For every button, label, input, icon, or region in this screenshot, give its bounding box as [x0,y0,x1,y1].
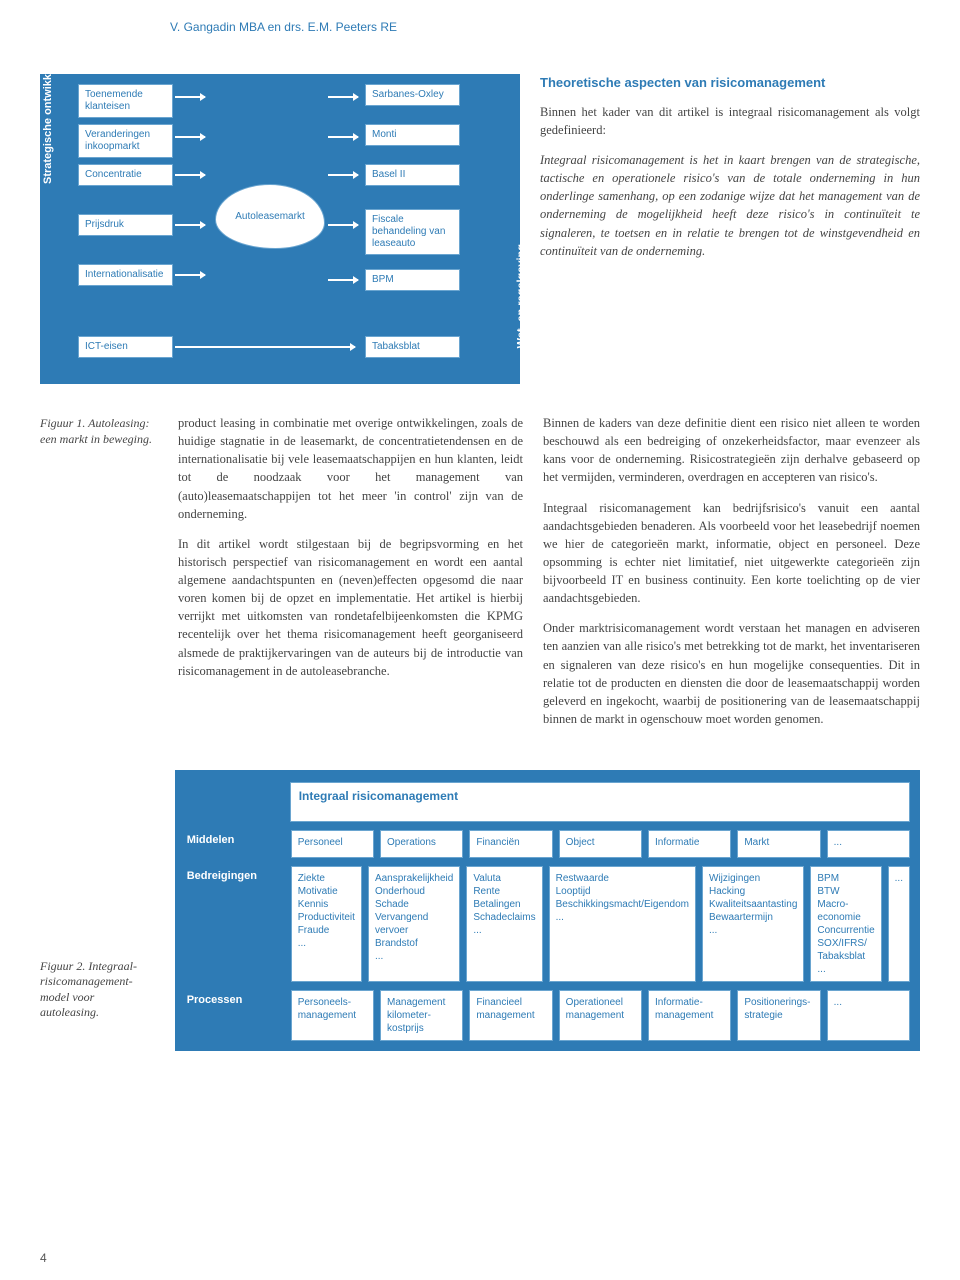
d2-cell: Valuta Rente Betalingen Schadeclaims ... [466,866,542,982]
d2-cell: ... [888,866,910,982]
arrow-icon [175,174,205,176]
d1-rightbox-3: Fiscale behandeling van leaseauto [365,209,460,255]
arrow-icon [328,96,358,98]
arrow-icon [328,224,358,226]
d2-cell: Management kilometer-kostprijs [380,990,463,1041]
d1-rightbox-2: Basel II [365,164,460,186]
d2-cell: Object [559,830,642,858]
d1-leftbox-1: Veranderingen inkoopmarkt [78,124,173,158]
d2-row-middelen: Middelen Personeel Operations Financiën … [185,830,910,858]
figure-2-diagram: Integraal risicomanagement Middelen Pers… [175,770,920,1051]
d1-rightbox-0: Sarbanes-Oxley [365,84,460,106]
d2-cell: Aansprakelijkheid Onderhoud Schade Verva… [368,866,460,982]
d1-leftbox-4: Internationalisatie [78,264,173,286]
d1-leftbox-0: Toenemende klanteisen [78,84,173,118]
d2-cell: Operationeel management [559,990,642,1041]
d1-center-cloud: Autoleasemarkt [215,184,325,249]
d2-cell: Financiën [469,830,552,858]
d2-cell: Informatie [648,830,731,858]
d2-cell: ... [827,830,910,858]
section-heading: Theoretische aspecten van risicomanageme… [540,74,920,93]
paragraph: Binnen de kaders van deze definitie dien… [543,414,920,487]
paragraph: In dit artikel wordt stilgestaan bij de … [178,535,523,680]
d2-cell: Informatie-management [648,990,731,1041]
arrow-icon [175,136,205,138]
figure-2-caption: Figuur 2. Integraal-risicomanagement-mod… [40,959,155,1051]
d2-row-processen: Processen Personeels-management Manageme… [185,990,910,1041]
d2-cell: Financieel management [469,990,552,1041]
d1-bottom-right: Tabaksblat [365,336,460,358]
d1-bottom-left: ICT-eisen [78,336,173,358]
d1-leftbox-3: Prijsdruk [78,214,173,236]
d2-row-label: Middelen [185,830,285,858]
d2-cell: Restwaarde Looptijd Beschikkingsmacht/Ei… [549,866,696,982]
author-line: V. Gangadin MBA en drs. E.M. Peeters RE [170,20,920,34]
figure-1-caption: Figuur 1. Autoleasing: een markt in bewe… [40,414,158,740]
d2-cell: Personeels-management [291,990,374,1041]
mid-section: Figuur 1. Autoleasing: een markt in bewe… [40,414,920,740]
page-number: 4 [40,1251,47,1265]
d2-cell: Ziekte Motivatie Kennis Productiviteit F… [291,866,362,982]
d2-row-label: Processen [185,990,285,1041]
arrow-icon [175,274,205,276]
d1-leftbox-2: Concentratie [78,164,173,186]
d2-cell: Wijzigingen Hacking Kwaliteitsaantasting… [702,866,804,982]
d2-row-label: Bedreigingen [185,866,285,982]
mid-left-text: product leasing in combinatie met overig… [178,414,523,740]
paragraph: Integraal risicomanagement kan bedrijfsr… [543,499,920,608]
top-section: Strategische ontwikkelingen Wet- en rege… [40,74,920,384]
d2-cell: Markt [737,830,820,858]
figure-1-diagram: Strategische ontwikkelingen Wet- en rege… [40,74,520,384]
d1-rightbox-4: BPM [365,269,460,291]
arrow-icon [175,96,205,98]
paragraph-italic: Integraal risicomanagement is het in kaa… [540,151,920,260]
d2-cell: Personeel [291,830,374,858]
mid-right-text: Binnen de kaders van deze definitie dien… [543,414,920,740]
figure-2-wrap: Figuur 2. Integraal-risicomanagement-mod… [40,770,920,1051]
diagram1-left-vlabel: Strategische ontwikkelingen [42,35,54,184]
arrow-icon [328,279,358,281]
d2-cell: BPM BTW Macro-economie Concurrentie SOX/… [810,866,881,982]
d2-cell: ... [827,990,910,1041]
arrow-icon [175,224,205,226]
d2-cell: Operations [380,830,463,858]
d1-rightbox-1: Monti [365,124,460,146]
d2-title: Integraal risicomanagement [290,782,910,822]
arrow-icon [328,136,358,138]
arrow-icon [328,174,358,176]
paragraph: Binnen het kader van dit artikel is inte… [540,103,920,139]
d2-cell: Positionerings-strategie [737,990,820,1041]
paragraph: product leasing in combinatie met overig… [178,414,523,523]
right-text-column: Theoretische aspecten van risicomanageme… [540,74,920,384]
paragraph: Onder marktrisicomanagement wordt versta… [543,619,920,728]
d2-row-bedreigingen: Bedreigingen Ziekte Motivatie Kennis Pro… [185,866,910,982]
diagram1-right-vlabel: Wet- en regelgeving [515,244,527,348]
arrow-icon [175,346,355,348]
